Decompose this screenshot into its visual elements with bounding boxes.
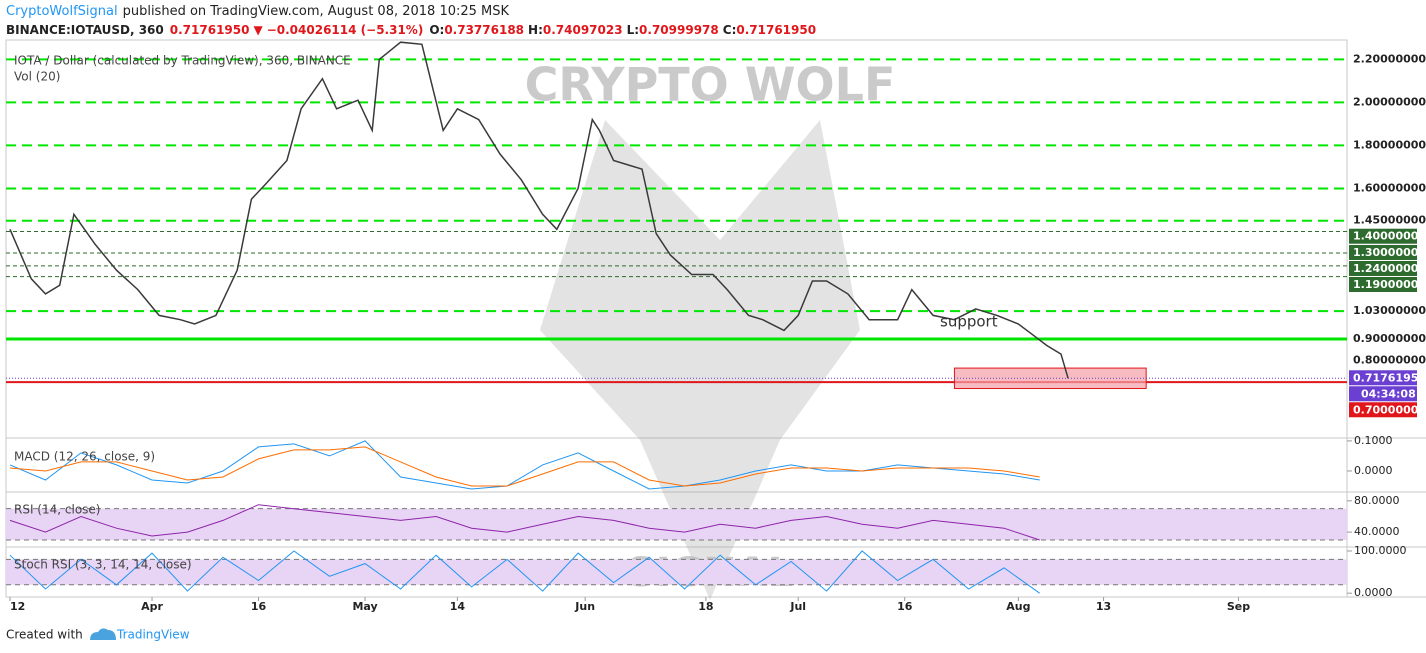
y-tick-label: 1.24000000 — [1353, 262, 1426, 275]
y-tick-label: 0.0000 — [1354, 586, 1393, 599]
y-tick-label: 1.30000000 — [1353, 246, 1426, 259]
indicator-line — [9, 440, 1040, 490]
y-tick-box — [1349, 94, 1417, 110]
y-tick-label: 0.71761950 — [1353, 371, 1426, 384]
x-tick-label: Sep — [1227, 600, 1250, 613]
y-tick-label: 2.00000000 — [1353, 95, 1426, 108]
indicator-line — [9, 550, 1040, 594]
volume-label: Vol (20) — [14, 70, 60, 84]
y-tick-box — [1349, 402, 1417, 418]
y-tick-box — [1349, 260, 1417, 276]
y-tick-box — [1349, 303, 1417, 319]
x-tick-label: 13 — [1096, 600, 1111, 613]
band — [6, 508, 1347, 540]
change: −0.04026114 (−5.31%) — [267, 23, 424, 37]
y-tick-label: 80.0000 — [1354, 494, 1400, 507]
tradingview-logo — [90, 628, 116, 640]
low: 0.70999978 — [639, 23, 719, 37]
y-tick-label: 1.03000000 — [1353, 304, 1426, 317]
footer-created: Created with — [6, 628, 83, 642]
y-tick-label: 0.70000000 — [1353, 403, 1426, 416]
y-tick-box — [1349, 244, 1417, 260]
y-tick-label: 2.20000000 — [1353, 52, 1426, 65]
c-label: C: — [723, 23, 737, 37]
y-tick-box — [1349, 370, 1417, 386]
watermark-logo — [540, 120, 860, 600]
symbol: BINANCE:IOTAUSD, 360 — [6, 23, 164, 37]
y-tick-label: 0.90000000 — [1353, 332, 1426, 345]
indicator-line — [9, 446, 1040, 487]
open: 0.73776188 — [444, 23, 524, 37]
published: published on TradingView.com, August 08,… — [123, 4, 510, 19]
y-tick-label: 0.0000 — [1354, 464, 1393, 477]
header: CryptoWolfSignal published on TradingView… — [6, 4, 510, 19]
x-tick-label: Jul — [789, 600, 806, 613]
x-tick-label: Jun — [574, 600, 595, 613]
x-tick-label: Aug — [1006, 600, 1030, 613]
watermark: CRYPTO WOLF — [525, 58, 896, 112]
indicator-title: RSI (14, close) — [14, 503, 100, 517]
y-tick-label: 1.80000000 — [1353, 138, 1426, 151]
arrow: ▼ — [253, 23, 263, 37]
indicator-title: MACD (12, 26, close, 9) — [14, 450, 155, 464]
x-tick-label: Apr — [141, 600, 163, 613]
symbol-line: BINANCE:IOTAUSD, 360 0.71761950 ▼ −0.040261… — [6, 23, 816, 37]
y-tick-box — [1349, 180, 1417, 196]
chart-title: IOTA / Dollar (calculated by TradingView… — [14, 54, 351, 68]
indicator-title: Stoch RSI (3, 3, 14, 14, close) — [14, 558, 192, 572]
footer-brand[interactable]: TradingView — [116, 628, 190, 642]
band — [6, 559, 1347, 585]
author[interactable]: CryptoWolfSignal — [6, 4, 118, 19]
y-tick-label: 0.1000 — [1354, 434, 1393, 447]
countdown-box — [1349, 386, 1417, 402]
o-label: O: — [429, 23, 444, 37]
h-label: H: — [528, 23, 543, 37]
y-tick-box — [1349, 276, 1417, 292]
close: 0.71761950 — [736, 23, 816, 37]
y-tick-label: 40.0000 — [1354, 525, 1400, 538]
x-tick-label: 14 — [450, 600, 466, 613]
last: 0.71761950 — [170, 23, 250, 37]
y-tick-label: 0.80000000 — [1353, 354, 1426, 367]
x-tick-label: 16 — [251, 600, 267, 613]
price-line — [9, 41, 1069, 379]
indicator-line — [9, 504, 1040, 541]
y-tick-label: 1.19000000 — [1353, 278, 1426, 291]
countdown: 04:34:08 — [1361, 387, 1416, 400]
high: 0.74097023 — [543, 23, 623, 37]
annotation: support — [940, 313, 998, 331]
y-tick-box — [1349, 51, 1417, 67]
x-tick-label: 18 — [698, 600, 713, 613]
x-tick-label: May — [352, 600, 377, 613]
x-tick-label: 16 — [897, 600, 913, 613]
y-tick-label: 1.60000000 — [1353, 181, 1426, 194]
y-tick-box — [1349, 137, 1417, 153]
y-tick-box — [1349, 352, 1417, 368]
y-tick-box — [1349, 331, 1417, 347]
y-tick-label: 1.40000000 — [1353, 230, 1426, 243]
l-label: L: — [627, 23, 639, 37]
y-tick-label: 100.0000 — [1354, 544, 1407, 557]
x-tick-label: 12 — [10, 600, 25, 613]
y-tick-label: 1.45000000 — [1353, 214, 1426, 227]
y-tick-box — [1349, 228, 1417, 244]
y-tick-box — [1349, 212, 1417, 228]
